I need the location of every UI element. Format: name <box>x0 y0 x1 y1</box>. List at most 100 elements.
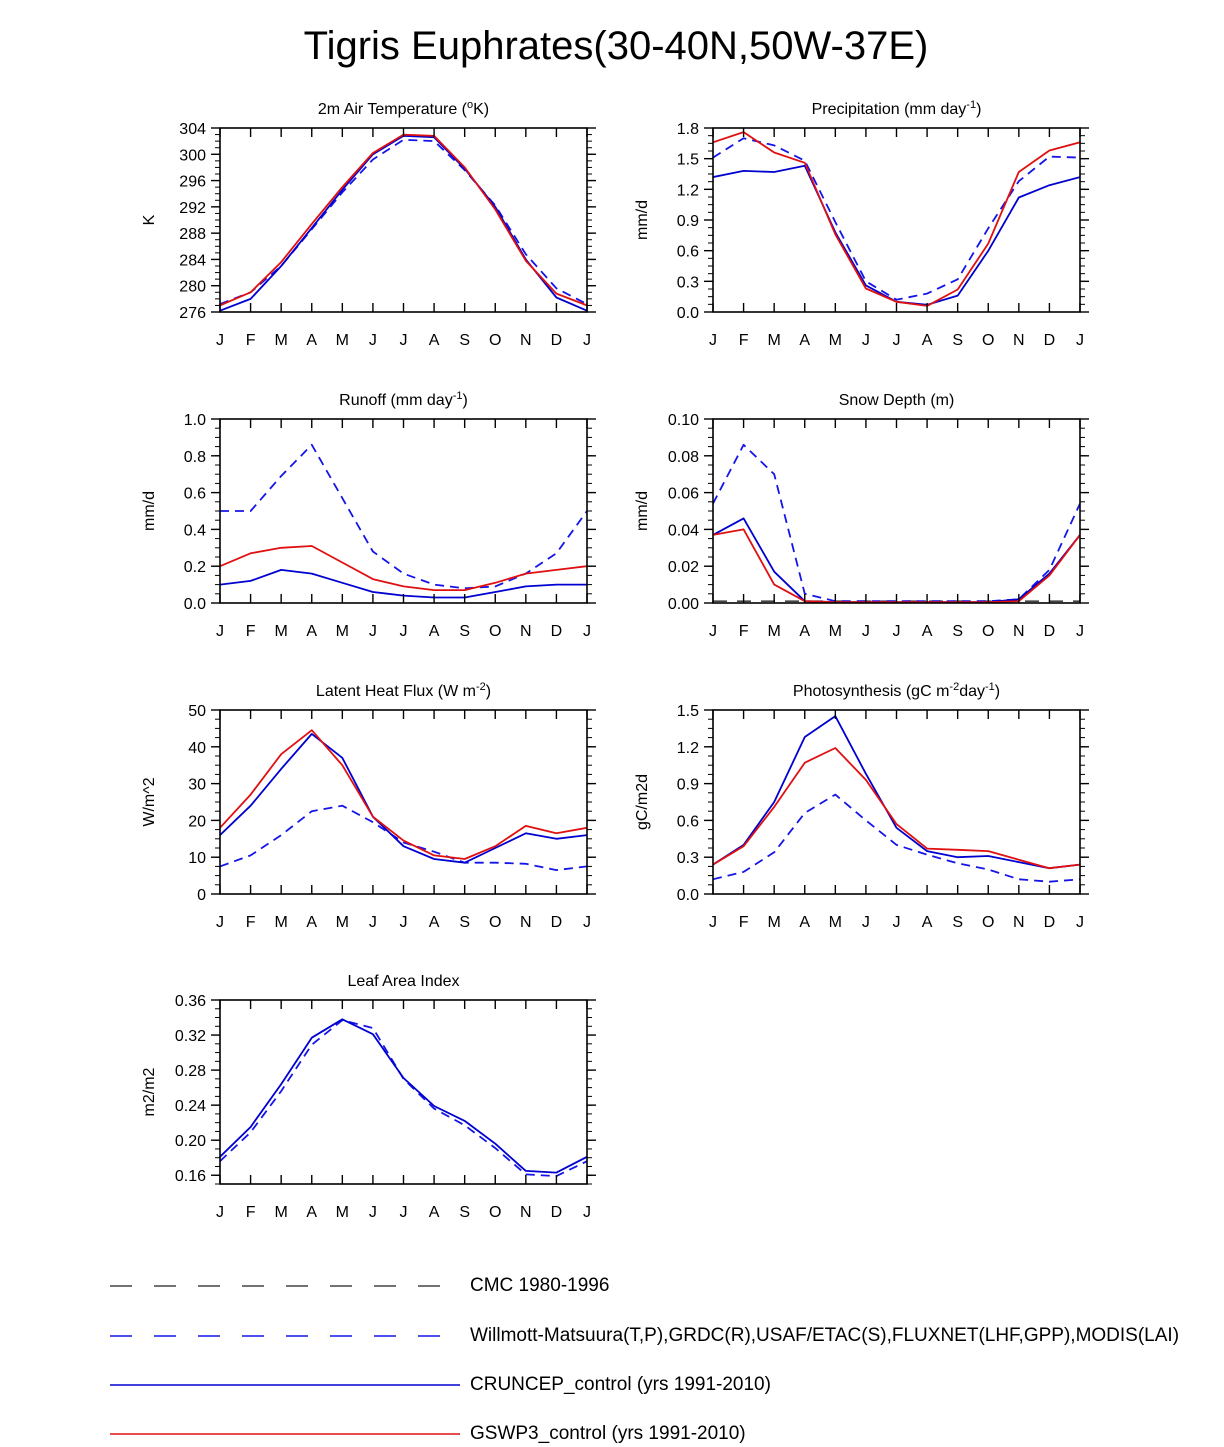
y-tick-label: 1.2 <box>677 182 699 199</box>
y-tick-label: 0.4 <box>184 522 206 539</box>
x-tick-label: J <box>709 914 717 931</box>
x-tick-label: J <box>400 1204 408 1221</box>
chart-title: Latent Heat Flux (W m-2) <box>316 681 491 700</box>
plot-frame <box>219 709 588 895</box>
x-tick-label: D <box>551 623 563 640</box>
x-tick-label: J <box>1076 914 1084 931</box>
x-tick-label: J <box>709 623 717 640</box>
y-tick-label: 30 <box>188 777 206 794</box>
plot-frame <box>712 418 1081 604</box>
x-tick-label: S <box>952 914 963 931</box>
y-tick-label: 0.28 <box>175 1063 206 1080</box>
x-tick-label: F <box>739 914 749 931</box>
x-tick-label: F <box>246 914 256 931</box>
y-tick-label: 0.24 <box>175 1098 206 1115</box>
y-tick-label: 276 <box>179 305 206 322</box>
x-tick-label: A <box>922 332 933 349</box>
series-line-grdc <box>220 443 587 590</box>
legend-label-cmc: CMC 1980-1996 <box>470 1275 610 1296</box>
x-tick-label: J <box>893 914 901 931</box>
x-tick-label: N <box>1013 914 1025 931</box>
y-tick-label: 50 <box>188 703 206 720</box>
x-tick-label: M <box>829 914 842 931</box>
y-tick-label: 1.5 <box>677 152 699 169</box>
y-tick-label: 0.06 <box>668 486 699 503</box>
y-tick-label: 0.6 <box>677 813 699 830</box>
y-tick-label: 0.0 <box>184 596 206 613</box>
x-tick-label: M <box>768 332 781 349</box>
y-tick-label: 0.16 <box>175 1168 206 1185</box>
x-tick-label: F <box>246 623 256 640</box>
plot-frame <box>219 418 588 604</box>
series-line-gswp3-control <box>220 545 587 591</box>
legend-label-gswp3: GSWP3_control (yrs 1991-2010) <box>470 1423 746 1444</box>
series-line-willmott-matsuura <box>220 138 587 305</box>
x-tick-label: D <box>1044 332 1056 349</box>
x-tick-label: J <box>862 914 870 931</box>
y-tick-label: 0.02 <box>668 559 699 576</box>
x-tick-label: M <box>275 914 288 931</box>
series-line-cruncep-control <box>220 1018 587 1174</box>
x-tick-label: A <box>306 1204 317 1221</box>
y-tick-label: 0.0 <box>677 887 699 904</box>
x-tick-label: M <box>768 914 781 931</box>
y-axis-label: mm/d <box>634 491 651 531</box>
x-tick-label: J <box>400 623 408 640</box>
y-axis-label: K <box>141 214 158 225</box>
chart-2: J F M A M J J A S O N D J 0.0 0.3 0.6 0.9 1.2 1.5 1.8 Precip… <box>634 99 1089 349</box>
x-tick-label: D <box>551 332 563 349</box>
x-tick-label: S <box>952 623 963 640</box>
x-tick-label: J <box>369 1204 377 1221</box>
plot-frame <box>219 127 588 313</box>
chart-1: J F M A M J J A S O N D J 276 280 284 288 292 296 300 304 2m … <box>141 99 596 349</box>
y-tick-label: 0.36 <box>175 993 206 1010</box>
x-tick-label: M <box>336 1204 349 1221</box>
series-line-gswp3-control <box>713 528 1080 603</box>
x-tick-label: M <box>336 332 349 349</box>
series-line-cruncep-control <box>220 733 587 864</box>
x-tick-label: O <box>982 332 994 349</box>
y-tick-label: 288 <box>179 226 206 243</box>
y-tick-label: 40 <box>188 740 206 757</box>
x-tick-label: J <box>400 332 408 349</box>
x-tick-label: A <box>306 332 317 349</box>
x-tick-label: J <box>216 1204 224 1221</box>
x-tick-label: M <box>275 332 288 349</box>
x-tick-label: N <box>520 332 532 349</box>
x-tick-label: J <box>400 914 408 931</box>
y-tick-label: 1.8 <box>677 121 699 138</box>
legend-label-obs: Willmott-Matsuura(T,P),GRDC(R),USAF/ETAC… <box>470 1325 1180 1346</box>
x-tick-label: J <box>862 623 870 640</box>
x-tick-label: D <box>551 914 563 931</box>
x-tick-label: A <box>922 914 933 931</box>
series-line-modis <box>220 1019 587 1177</box>
x-tick-label: M <box>829 332 842 349</box>
series-line-cruncep-control <box>220 569 587 599</box>
x-tick-label: J <box>216 623 224 640</box>
chart-6: J F M A M J J A S O N D J 0.0 0.3 0.6 0.9 1.2 1.5 Photosynt… <box>634 681 1089 931</box>
x-tick-label: S <box>459 332 470 349</box>
x-tick-label: F <box>246 332 256 349</box>
series-line-cruncep-control <box>713 517 1080 603</box>
y-tick-label: 0.00 <box>668 596 699 613</box>
y-axis-label: m2/m2 <box>141 1067 158 1116</box>
series-line-gswp3-control <box>713 131 1080 307</box>
x-tick-label: F <box>739 332 749 349</box>
y-tick-label: 0.04 <box>668 522 699 539</box>
y-tick-label: 0.32 <box>175 1028 206 1045</box>
y-tick-label: 304 <box>179 121 206 138</box>
legend-line-cmc <box>110 1285 440 1287</box>
chart-title: Precipitation (mm day-1) <box>812 99 982 118</box>
plot-frame <box>712 709 1081 895</box>
series-line-gswp3-control <box>713 747 1080 870</box>
x-tick-label: S <box>459 623 470 640</box>
y-tick-label: 300 <box>179 147 206 164</box>
x-tick-label: S <box>459 914 470 931</box>
y-axis-label: mm/d <box>634 200 651 240</box>
chart-title: 2m Air Temperature (oK) <box>318 99 489 118</box>
x-tick-label: M <box>829 623 842 640</box>
y-tick-label: 1.5 <box>677 703 699 720</box>
x-tick-label: O <box>489 1204 501 1221</box>
